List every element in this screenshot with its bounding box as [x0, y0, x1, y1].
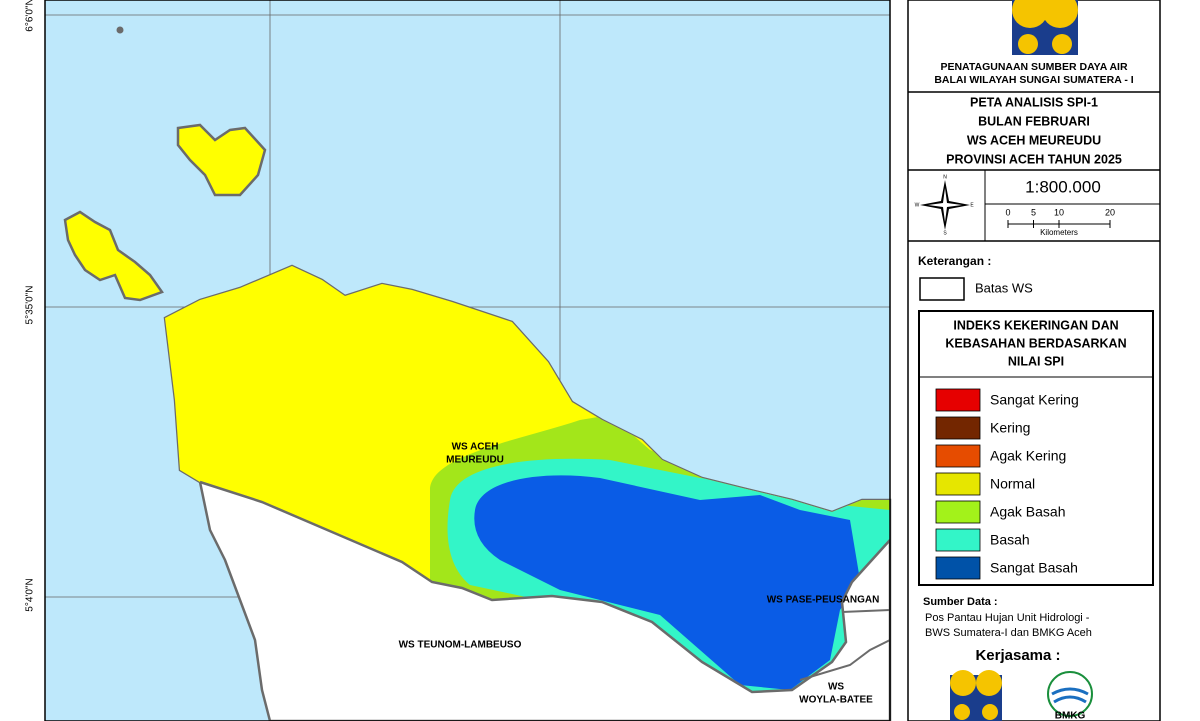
region-label: WS [828, 682, 844, 693]
lat-label: 5°35'0"N [25, 286, 36, 325]
legend-title: NILAI SPI [1008, 354, 1064, 368]
legend-swatch [935, 416, 981, 440]
bmkg-label: BMKG [1055, 711, 1086, 721]
boundary-swatch [919, 277, 965, 301]
compass-letter: E [970, 202, 974, 208]
region-label: WS PASE-PEUSANGAN [767, 595, 880, 606]
island [176, 123, 267, 197]
org-line: PENATAGUNAAN SUMBER DAYA AIR [940, 61, 1127, 73]
island [63, 210, 164, 302]
source-heading: Sumber Data : [923, 596, 998, 608]
lat-label: 6°6'0"N [25, 0, 36, 32]
legend-label: Normal [990, 476, 1035, 492]
scale-bar: 0 5 10 20 [1005, 207, 1115, 228]
bmkg-logo: BMKG [1047, 671, 1093, 721]
legend-label: Sangat Basah [990, 560, 1078, 576]
region-label: WOYLA-BATEE [799, 695, 873, 706]
compass: N S E W [915, 174, 975, 236]
org-line: BALAI WILAYAH SUNGAI SUMATERA - I [934, 74, 1133, 86]
side-panel: PENATAGUNAAN SUMBER DAYA AIR BALAI WILAY… [907, 0, 1161, 721]
compass-letter: W [915, 202, 920, 208]
scale-tick-label: 0 [1005, 207, 1010, 217]
title-line: PROVINSI ACEH TAHUN 2025 [946, 152, 1122, 166]
legend-swatch [935, 500, 981, 524]
lat-labels: 6°6'0"N 5°35'0"N 5°4'0"N [25, 0, 36, 612]
pu-logo-small [950, 670, 1002, 721]
compass-letter: S [943, 230, 947, 236]
source-line: BWS Sumatera-I dan BMKG Aceh [925, 627, 1092, 639]
legend-label: Kering [990, 420, 1030, 436]
legend-label: Sangat Kering [990, 392, 1079, 408]
source-line: Pos Pantau Hujan Unit Hidrologi - [925, 612, 1090, 624]
title-line: BULAN FEBRUARI [978, 114, 1090, 128]
legend-swatch [935, 388, 981, 412]
scale-tick-label: 10 [1054, 207, 1064, 217]
region-label: WS TEUNOM-LAMBEUSO [399, 640, 522, 651]
title-line: WS ACEH MEUREUDU [967, 133, 1101, 147]
region-label: WS ACEH [452, 442, 499, 453]
region-label: MEUREUDU [446, 455, 504, 466]
legend-label: Agak Basah [990, 504, 1066, 520]
legend-label: Basah [990, 532, 1030, 548]
ws-boundary [799, 609, 891, 681]
legend-box [918, 310, 1154, 586]
scale-tick-label: 5 [1031, 207, 1036, 217]
legend-swatch [935, 444, 981, 468]
scale-unit: Kilometers [1040, 228, 1078, 237]
pu-logo [1012, 0, 1078, 55]
legend-title: INDEKS KEKERINGAN DAN [953, 318, 1118, 332]
map-frame [44, 0, 891, 721]
scale-tick-label: 20 [1105, 207, 1115, 217]
boundary-label: Batas WS [975, 280, 1033, 295]
legend-heading: Keterangan : [918, 254, 991, 268]
legend-title: KEBASAHAN BERDASARKAN [945, 336, 1126, 350]
legend-label: Agak Kering [990, 448, 1066, 464]
compass-letter: N [943, 174, 947, 180]
lat-label: 5°4'0"N [25, 578, 36, 611]
legend-swatch [935, 528, 981, 552]
legend-items: Sangat Kering Kering Agak Kering Normal Agak… [935, 388, 1079, 580]
scale-ratio: 1:800.000 [1025, 177, 1101, 196]
islet [116, 26, 124, 34]
legend-swatch [935, 556, 981, 580]
legend-swatch [935, 472, 981, 496]
title-line: PETA ANALISIS SPI-1 [970, 95, 1098, 109]
ws-boundary [199, 480, 891, 694]
partners-heading: Kerjasama : [975, 647, 1060, 664]
